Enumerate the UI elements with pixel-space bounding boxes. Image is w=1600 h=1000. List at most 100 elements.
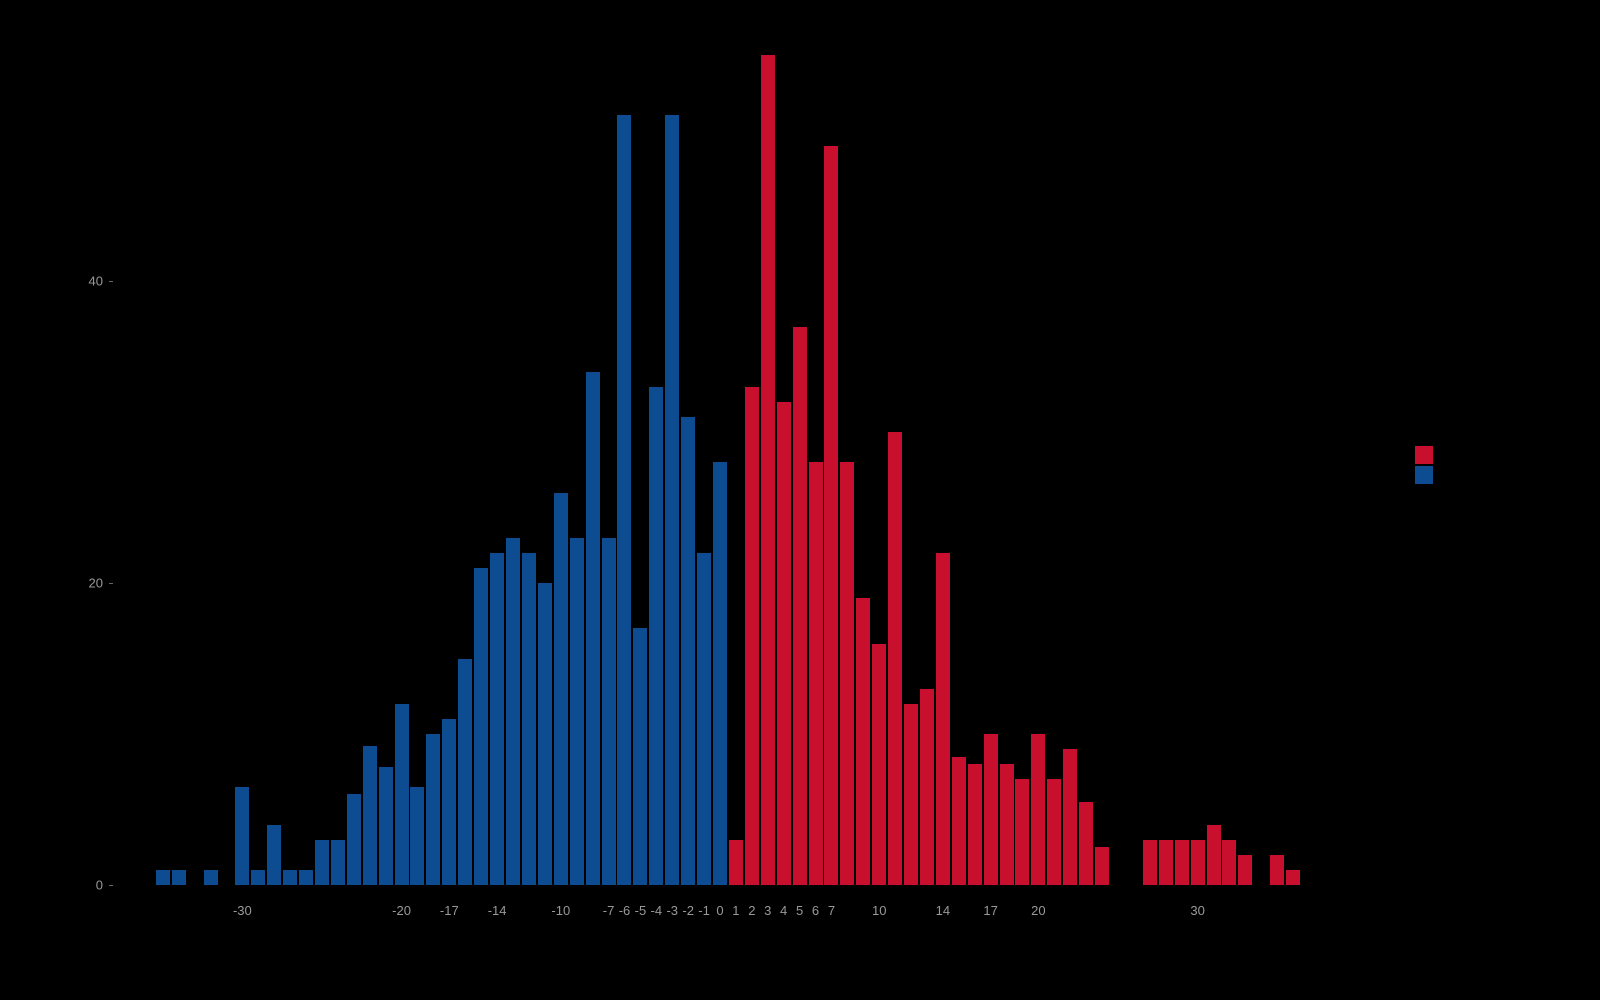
histogram-bar <box>665 115 679 885</box>
histogram-bar <box>1175 840 1189 885</box>
x-axis-tick-label: 17 <box>983 903 997 918</box>
histogram-bar <box>1031 734 1045 885</box>
histogram-bar <box>602 538 616 885</box>
y-axis-tick-label: 20 <box>67 576 103 591</box>
histogram-chart: 02040-30-20-17-14-10-7-6-5-4-3-2-1012345… <box>0 0 1600 1000</box>
histogram-bar <box>538 583 552 885</box>
histogram-bar <box>1047 779 1061 885</box>
x-axis-tick-label: 10 <box>872 903 886 918</box>
histogram-bar <box>777 402 791 885</box>
histogram-bar <box>681 417 695 885</box>
histogram-bar <box>363 746 377 885</box>
histogram-bar <box>1238 855 1252 885</box>
histogram-bar <box>204 870 218 885</box>
x-axis-tick-label: -2 <box>682 903 694 918</box>
histogram-bar <box>1143 840 1157 885</box>
histogram-bar <box>1286 870 1300 885</box>
histogram-bar <box>283 870 297 885</box>
y-axis-tick-label: 0 <box>67 878 103 893</box>
histogram-bar <box>1159 840 1173 885</box>
histogram-bar <box>1079 802 1093 885</box>
histogram-bar <box>649 387 663 885</box>
histogram-bar <box>1222 840 1236 885</box>
histogram-bar <box>824 146 838 885</box>
x-axis-tick-label: 7 <box>828 903 835 918</box>
histogram-bar <box>872 644 886 885</box>
histogram-bar <box>968 764 982 885</box>
histogram-bar <box>586 372 600 885</box>
histogram-bar <box>920 689 934 885</box>
histogram-bar <box>426 734 440 885</box>
histogram-bar <box>840 462 854 885</box>
x-axis-tick-label: -17 <box>440 903 459 918</box>
histogram-bar <box>522 553 536 885</box>
x-axis-tick-label: -1 <box>698 903 710 918</box>
x-axis-tick-label: -30 <box>233 903 252 918</box>
x-axis-tick-label: 3 <box>764 903 771 918</box>
histogram-bar <box>506 538 520 885</box>
histogram-bar <box>1095 847 1109 885</box>
histogram-bar <box>156 870 170 885</box>
histogram-bar <box>888 432 902 885</box>
histogram-bar <box>570 538 584 885</box>
x-axis-tick-label: -14 <box>488 903 507 918</box>
histogram-bar <box>809 462 823 885</box>
y-axis-tick-mark <box>109 583 113 584</box>
histogram-bar <box>442 719 456 885</box>
plot-area <box>115 55 1325 885</box>
histogram-bar <box>554 493 568 885</box>
histogram-bar <box>952 757 966 885</box>
histogram-bar <box>395 704 409 885</box>
legend <box>1415 445 1439 485</box>
histogram-bar <box>904 704 918 885</box>
histogram-bar <box>379 767 393 885</box>
x-axis-tick-label: 14 <box>936 903 950 918</box>
x-axis-tick-label: -7 <box>603 903 615 918</box>
histogram-bar <box>856 598 870 885</box>
legend-item <box>1415 465 1439 485</box>
histogram-bar <box>713 462 727 885</box>
x-axis-tick-label: 1 <box>732 903 739 918</box>
histogram-bar <box>299 870 313 885</box>
histogram-bar <box>490 553 504 885</box>
histogram-bar <box>1063 749 1077 885</box>
legend-item <box>1415 445 1439 465</box>
histogram-bar <box>793 327 807 885</box>
x-axis-tick-label: -20 <box>392 903 411 918</box>
histogram-bar <box>1270 855 1284 885</box>
histogram-bar <box>347 794 361 885</box>
histogram-bar <box>251 870 265 885</box>
histogram-bar <box>315 840 329 885</box>
histogram-bar <box>633 628 647 885</box>
histogram-bar <box>745 387 759 885</box>
x-axis-tick-label: -4 <box>651 903 663 918</box>
y-axis-tick-mark <box>109 281 113 282</box>
x-axis-tick-label: 6 <box>812 903 819 918</box>
y-axis-tick-label: 40 <box>67 274 103 289</box>
x-axis-tick-label: -10 <box>551 903 570 918</box>
histogram-bar <box>1015 779 1029 885</box>
legend-swatch <box>1415 466 1433 484</box>
x-axis-tick-label: 2 <box>748 903 755 918</box>
histogram-bar <box>235 787 249 885</box>
histogram-bar <box>458 659 472 885</box>
histogram-bar <box>1207 825 1221 885</box>
histogram-bar <box>697 553 711 885</box>
x-axis-tick-label: 20 <box>1031 903 1045 918</box>
histogram-bar <box>267 825 281 885</box>
x-axis-tick-label: -5 <box>635 903 647 918</box>
histogram-bar <box>984 734 998 885</box>
histogram-bar <box>617 115 631 885</box>
histogram-bar <box>1191 840 1205 885</box>
x-axis-tick-label: -3 <box>666 903 678 918</box>
histogram-bar <box>331 840 345 885</box>
histogram-bar <box>1000 764 1014 885</box>
legend-swatch <box>1415 446 1433 464</box>
histogram-bar <box>936 553 950 885</box>
histogram-bar <box>172 870 186 885</box>
x-axis-tick-label: 0 <box>716 903 723 918</box>
histogram-bar <box>474 568 488 885</box>
histogram-bar <box>729 840 743 885</box>
x-axis-tick-label: 4 <box>780 903 787 918</box>
x-axis-tick-label: 30 <box>1190 903 1204 918</box>
